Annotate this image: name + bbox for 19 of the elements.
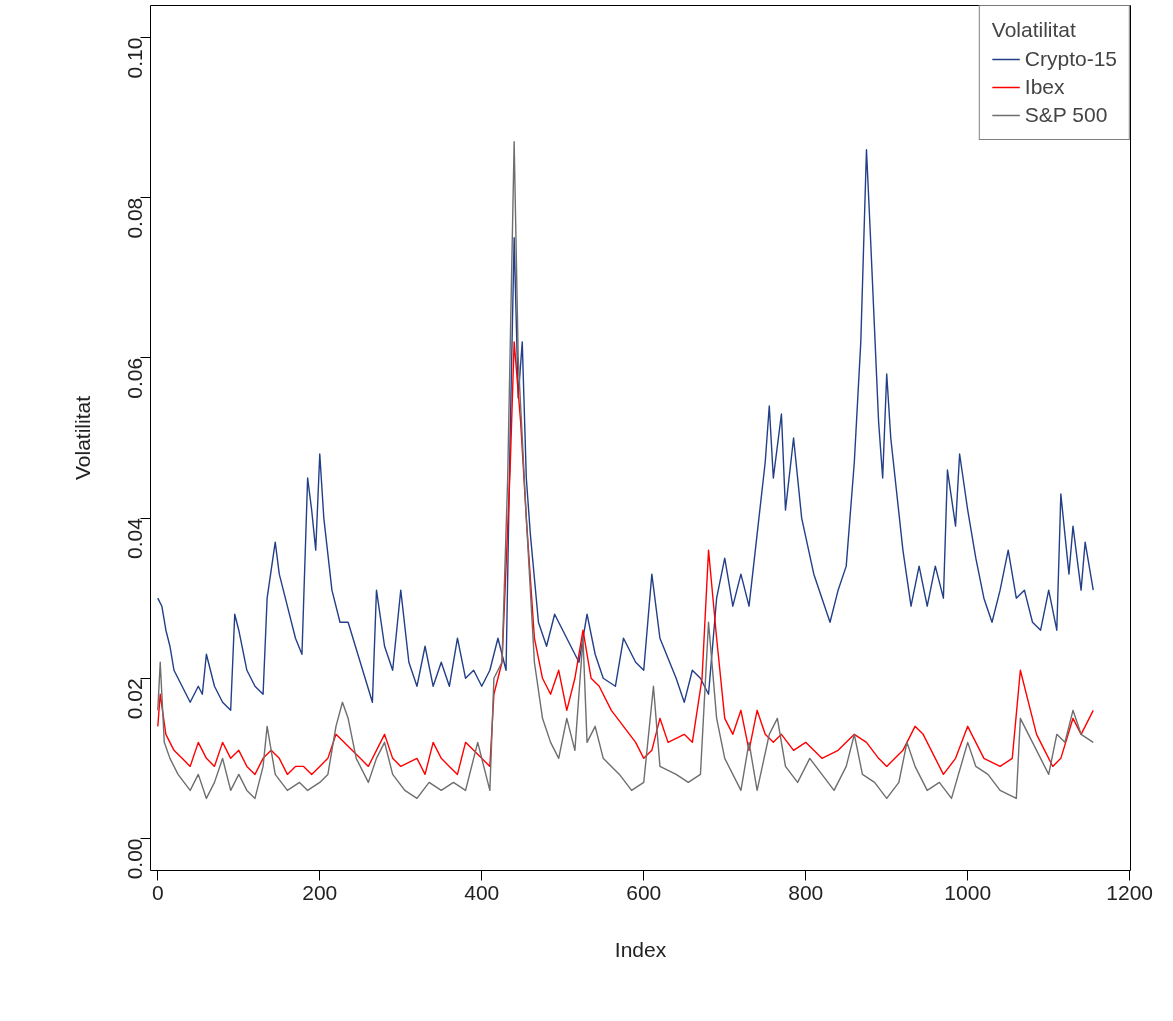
y-tick-label: 0.04 bbox=[123, 517, 147, 559]
x-axis-title: Index bbox=[614, 937, 667, 961]
y-tick-label: 0.08 bbox=[123, 197, 147, 239]
legend-label: S&P 500 bbox=[1024, 103, 1108, 127]
legend-label: Crypto-15 bbox=[1024, 47, 1117, 71]
y-tick-label: 0.00 bbox=[123, 838, 147, 880]
legend-title: Volatilitat bbox=[991, 18, 1077, 42]
y-tick-label: 0.06 bbox=[123, 357, 147, 399]
x-tick-label: 600 bbox=[626, 880, 662, 904]
y-axis-title: Volatilitat bbox=[70, 395, 94, 481]
y-tick-label: 0.10 bbox=[123, 37, 147, 79]
x-tick-label: 400 bbox=[464, 880, 500, 904]
x-tick-label: 200 bbox=[302, 880, 338, 904]
x-tick-label: 800 bbox=[788, 880, 824, 904]
x-tick-label: 1200 bbox=[1106, 880, 1154, 904]
x-tick-label: 0 bbox=[151, 880, 164, 904]
legend-label: Ibex bbox=[1024, 75, 1065, 99]
x-tick-label: 1000 bbox=[944, 880, 992, 904]
y-tick-label: 0.02 bbox=[123, 678, 147, 720]
